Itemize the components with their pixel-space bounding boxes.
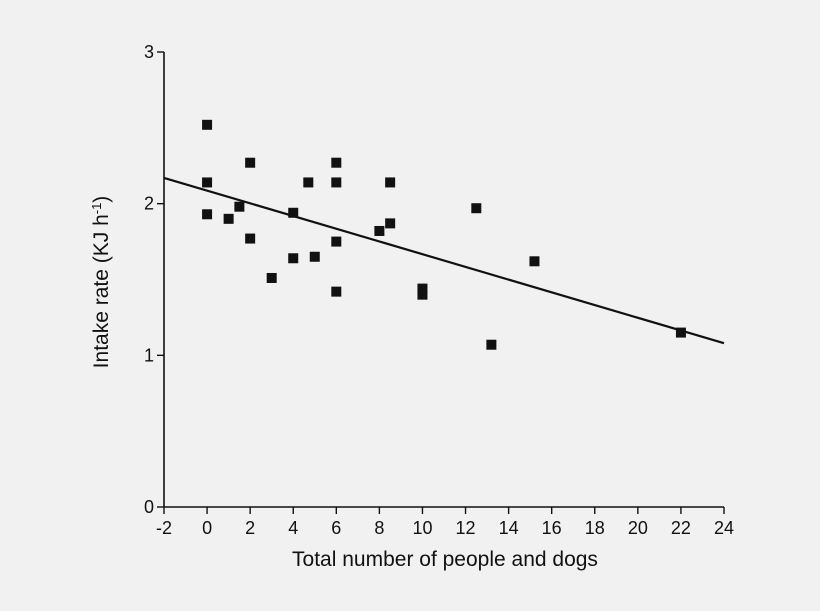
data-point	[529, 256, 540, 267]
x-tick-label: 14	[499, 518, 519, 538]
data-point	[309, 251, 320, 262]
data-point	[471, 203, 482, 214]
data-point	[385, 218, 396, 229]
x-tick-label: -2	[156, 518, 172, 538]
x-tick-label: 20	[628, 518, 648, 538]
y-axis-title: Intake rate (KJ h-1)	[89, 196, 114, 369]
data-point	[266, 272, 277, 283]
trend-line	[163, 176, 725, 345]
data-point	[385, 177, 396, 188]
data-point	[303, 177, 314, 188]
y-tick-label: 3	[144, 42, 154, 62]
x-tick-label: 2	[245, 518, 255, 538]
data-point	[374, 225, 385, 236]
data-point	[202, 119, 213, 130]
x-tick-label: 18	[585, 518, 605, 538]
x-tick-label: 10	[412, 518, 432, 538]
x-tick-label: 0	[202, 518, 212, 538]
data-point	[288, 207, 299, 218]
data-point	[202, 209, 213, 220]
data-point	[417, 283, 428, 294]
x-axis-title: Total number of people and dogs	[292, 548, 598, 571]
y-axis-title-sup: -1	[89, 203, 104, 215]
data-point	[331, 157, 342, 168]
x-tick-label: 12	[456, 518, 476, 538]
data-point	[331, 177, 342, 188]
data-point	[245, 233, 256, 244]
x-tick-label: 6	[331, 518, 341, 538]
x-tick-label: 16	[542, 518, 562, 538]
x-tick-label: 24	[714, 518, 734, 538]
plot-area	[163, 119, 725, 350]
data-point	[417, 289, 428, 300]
data-point	[675, 327, 686, 338]
data-point	[202, 177, 213, 188]
axes	[157, 51, 725, 514]
data-point	[288, 253, 299, 264]
y-tick-label: 1	[144, 345, 154, 365]
y-tick-label: 2	[144, 194, 154, 214]
y-axis-title-main: Intake rate (KJ h	[90, 214, 113, 368]
y-axis-title-close: )	[90, 196, 113, 203]
x-tick-label: 22	[671, 518, 691, 538]
data-point	[331, 236, 342, 247]
x-tick-label: 4	[288, 518, 298, 538]
data-point	[245, 157, 256, 168]
data-point	[223, 213, 234, 224]
data-point	[234, 201, 245, 212]
data-point	[331, 286, 342, 297]
x-tick-label: 8	[374, 518, 384, 538]
y-tick-label: 0	[144, 497, 154, 517]
data-point	[486, 339, 497, 350]
